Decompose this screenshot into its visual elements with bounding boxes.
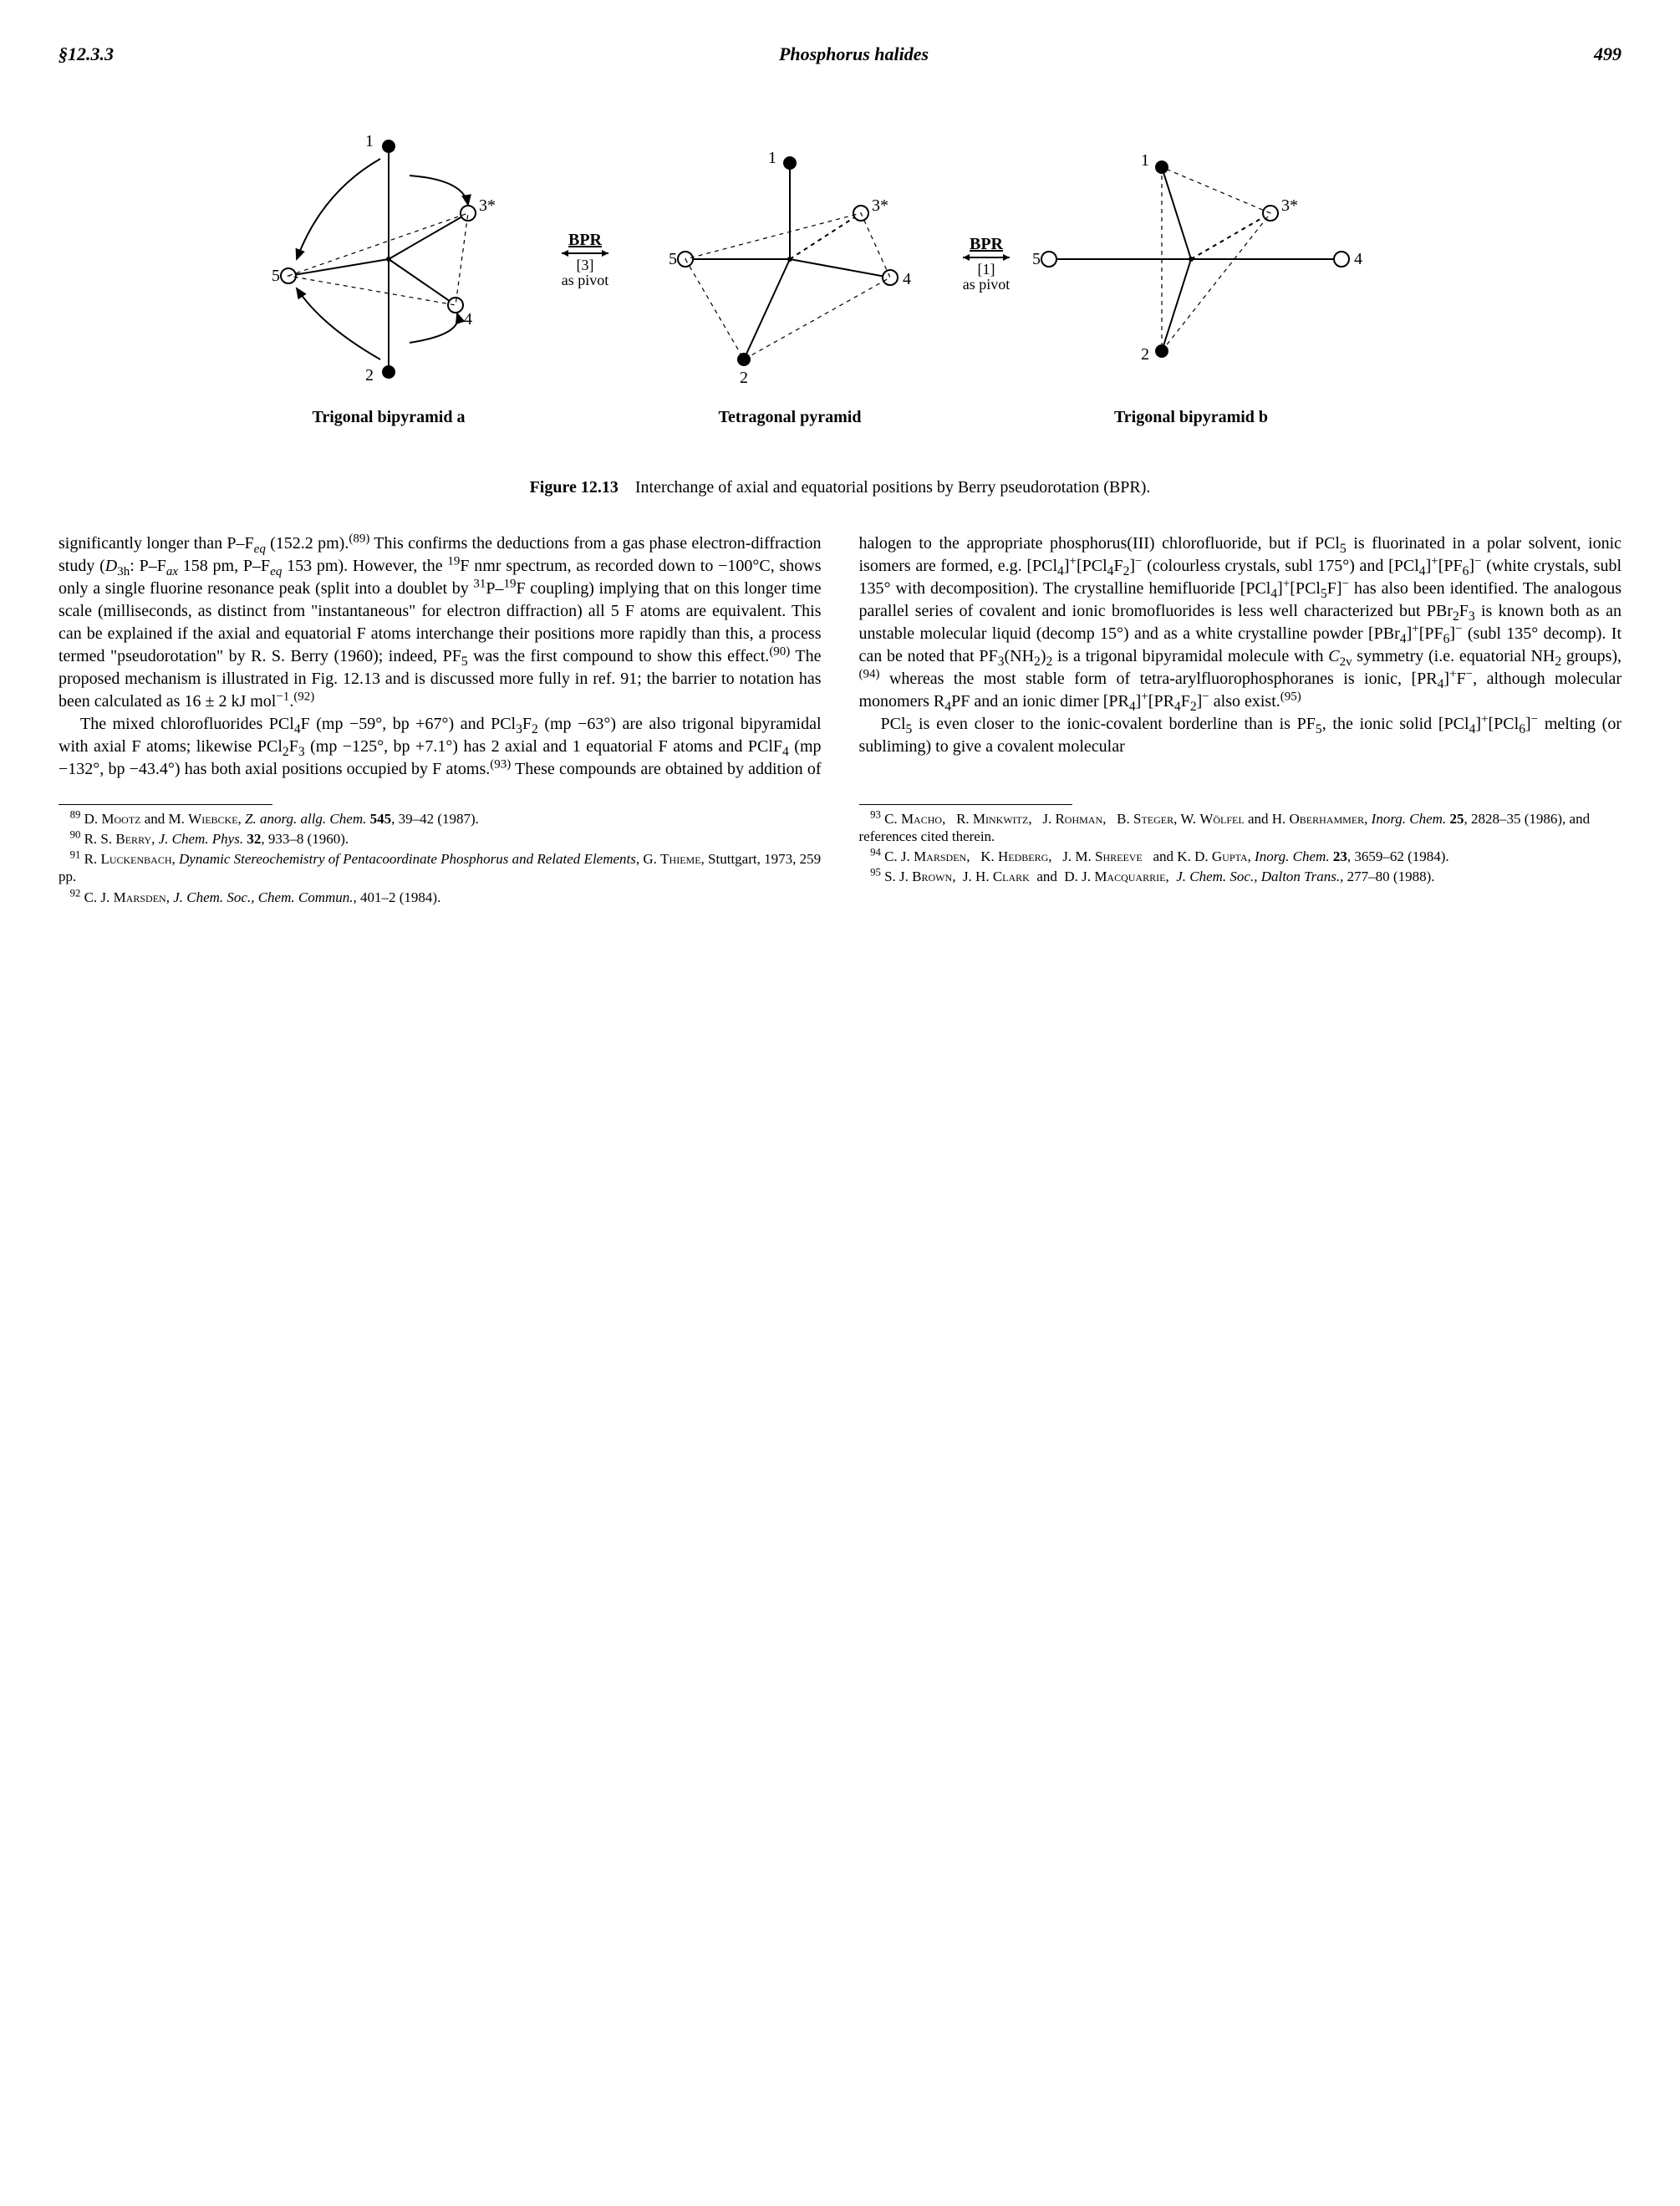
svg-text:BPR: BPR [970,235,1004,253]
svg-text:Trigonal bipyramid b: Trigonal bipyramid b [1114,408,1268,426]
footnote-91: 91 R. Luckenbach, Dynamic Stereochemistr… [59,850,822,886]
footnote-rule-right [859,804,1073,805]
body-text: significantly longer than P–Feq (152.2 p… [59,532,1621,781]
svg-text:4: 4 [1354,250,1362,268]
svg-text:1: 1 [365,132,374,150]
svg-text:BPR: BPR [568,231,603,249]
header-section: §12.3.3 [59,42,114,67]
svg-text:[1]: [1] [978,261,995,278]
figure-12-13: .lab { font-family: "Times New Roman", s… [59,92,1621,443]
svg-text:5: 5 [669,250,677,268]
svg-text:4: 4 [464,310,472,329]
figure-caption: Figure 12.13 Interchange of axial and eq… [59,476,1621,499]
svg-text:3*: 3* [872,196,888,215]
svg-text:3*: 3* [479,196,496,215]
svg-text:5: 5 [272,267,280,285]
footnote-rule-left [59,804,272,805]
svg-text:5: 5 [1032,250,1041,268]
svg-text:Tetragonal pyramid: Tetragonal pyramid [719,408,862,426]
footnote-93: 93 C. Macho, R. Minkwitz, J. Rohman, B. … [859,810,1622,846]
footnote-90: 90 R. S. Berry, J. Chem. Phys. 32, 933–8… [59,830,822,848]
svg-text:2: 2 [1141,345,1149,364]
figure-caption-text: Interchange of axial and equatorial posi… [635,478,1151,497]
svg-text:2: 2 [740,369,748,387]
svg-text:1: 1 [768,149,776,167]
footnotes: 89 D. Mootz and M. Wiebcke, Z. anorg. al… [59,789,1621,909]
svg-text:1: 1 [1141,151,1149,170]
svg-text:as pivot: as pivot [963,276,1011,293]
svg-text:4: 4 [903,270,911,288]
header-title: Phosphorus halides [779,42,929,67]
svg-text:as pivot: as pivot [562,272,609,288]
footnote-95: 95 S. J. Brown, J. H. Clark and D. J. Ma… [859,868,1622,885]
svg-text:Trigonal bipyramid a: Trigonal bipyramid a [313,408,466,426]
svg-text:2: 2 [365,366,374,385]
footnote-89: 89 D. Mootz and M. Wiebcke, Z. anorg. al… [59,810,822,828]
running-header: §12.3.3 Phosphorus halides 499 [59,42,1621,67]
svg-text:3*: 3* [1281,196,1298,215]
para-1: significantly longer than P–Feq (152.2 p… [59,532,822,713]
figure-caption-label: Figure 12.13 [530,478,619,497]
footnote-92: 92 C. J. Marsden, J. Chem. Soc., Chem. C… [59,889,822,906]
footnotes-left: 89 D. Mootz and M. Wiebcke, Z. anorg. al… [59,810,822,906]
header-page: 499 [1594,42,1621,67]
svg-text:[3]: [3] [577,257,594,273]
para-3: PCl5 is even closer to the ionic-covalen… [859,713,1622,758]
figure-svg: .lab { font-family: "Times New Roman", s… [255,92,1425,443]
footnote-94: 94 C. J. Marsden, K. Hedberg, J. M. Shre… [859,848,1622,865]
footnotes-right: 93 C. Macho, R. Minkwitz, J. Rohman, B. … [859,810,1622,886]
